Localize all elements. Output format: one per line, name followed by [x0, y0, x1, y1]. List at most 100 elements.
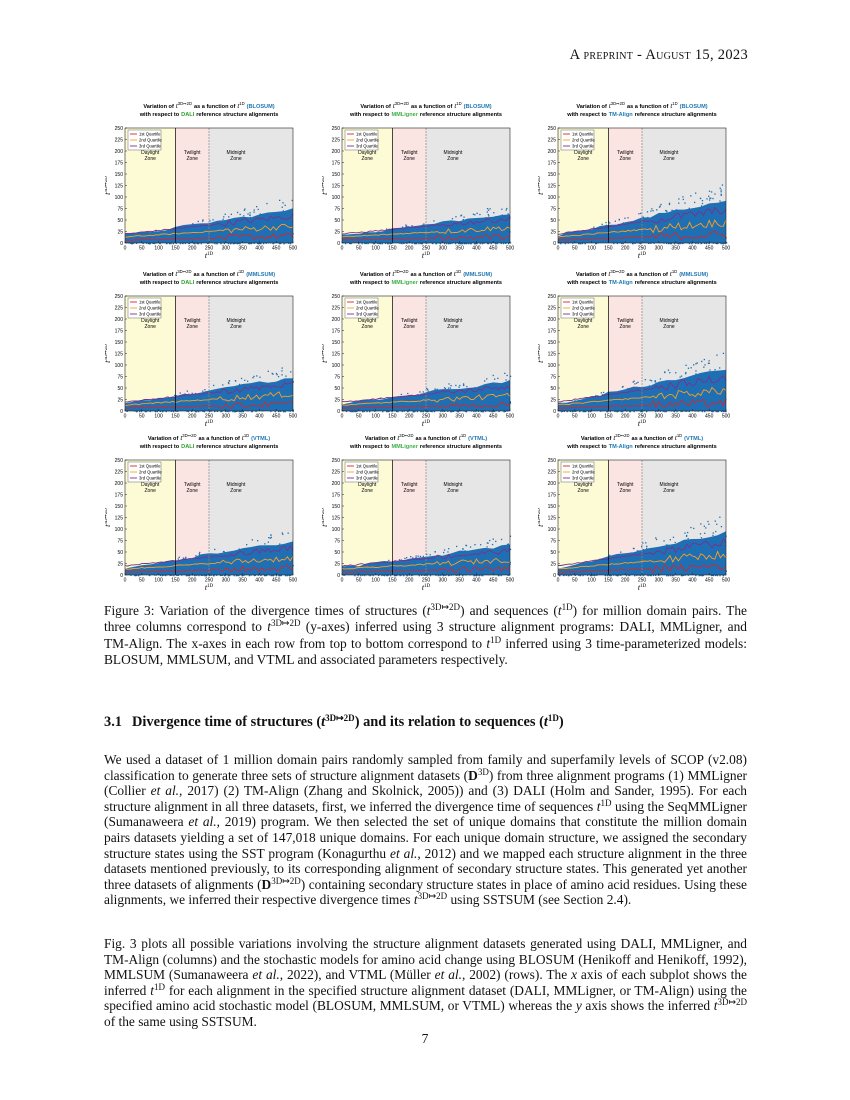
point-cluster: [685, 535, 688, 537]
x-tick-label: 200: [405, 246, 414, 252]
x-tick-label: 500: [506, 578, 515, 584]
subplot-title: Variation of t3D↦2Das a function of t1D(MM…: [576, 269, 708, 278]
y-tick-label: 75: [334, 374, 340, 380]
point-cluster: [142, 242, 144, 245]
point-cluster: [667, 369, 670, 371]
y-tick-label: 250: [115, 126, 124, 132]
x-axis-label: t1D: [638, 419, 647, 428]
program-name: TM-Align: [609, 280, 634, 286]
x-tick-label: 350: [238, 414, 247, 420]
point-cluster: [491, 543, 494, 546]
math-var: t: [180, 434, 183, 442]
math-var: D: [468, 767, 478, 783]
point-cluster: [272, 373, 274, 375]
legend-label: 1st Quartile: [572, 300, 594, 305]
zone-label: Zone: [577, 324, 589, 330]
math: t1D: [543, 713, 559, 731]
title-text: with respect to: [139, 444, 180, 450]
title-text: reference structure alignments: [635, 112, 717, 118]
legend-label: 2nd Quartile: [139, 306, 162, 311]
y-tick-label: 125: [115, 515, 124, 521]
x-tick-label: 50: [572, 414, 578, 420]
italic-text: et al.: [188, 814, 217, 830]
y-tick-label: 250: [115, 294, 124, 300]
point-cluster: [649, 574, 651, 577]
subplot-subtitle: with respect to DALI reference structure a…: [139, 112, 279, 118]
paragraph: We used a dataset of 1 million domain pa…: [104, 752, 747, 908]
point-cluster: [486, 546, 488, 548]
y-tick-label: 50: [550, 218, 556, 224]
point-cluster: [493, 212, 495, 214]
y-tick-label: 175: [332, 160, 341, 166]
point-cluster: [443, 549, 446, 551]
point-cluster: [227, 243, 229, 245]
superscript: 1D: [547, 713, 559, 723]
x-tick-label: 350: [455, 578, 464, 584]
point-cluster: [710, 574, 713, 577]
title-text: with respect to: [139, 280, 180, 286]
point-cluster: [496, 243, 498, 245]
subplot: Variation of t3D↦2Das a function of t1D(VT…: [322, 433, 515, 592]
point-cluster: [444, 410, 446, 412]
zone-band: [392, 128, 426, 243]
point-cluster: [182, 242, 184, 245]
point-cluster: [616, 242, 618, 245]
point-cluster: [422, 411, 424, 413]
point-cluster: [161, 411, 164, 413]
point-cluster: [721, 184, 724, 186]
superscript: 1D: [244, 433, 249, 438]
point-cluster: [147, 242, 150, 245]
point-cluster: [203, 411, 206, 413]
point-cluster: [492, 410, 494, 413]
point-cluster: [447, 574, 450, 577]
legend-label: 2nd Quartile: [572, 138, 595, 143]
point-cluster: [638, 213, 640, 215]
x-tick-label: 500: [289, 414, 298, 420]
point-cluster: [238, 548, 240, 550]
point-cluster: [350, 243, 352, 245]
point-cluster: [405, 224, 407, 226]
math-var: t: [543, 714, 548, 730]
text: Fig. 3 plots all possible variations inv…: [104, 936, 747, 983]
point-cluster: [414, 410, 416, 413]
point-cluster: [583, 410, 586, 413]
point-cluster: [281, 374, 283, 376]
point-cluster: [423, 574, 425, 576]
point-cluster: [714, 520, 716, 522]
point-cluster: [716, 354, 718, 356]
model-name: (BLOSUM): [680, 104, 708, 110]
point-cluster: [401, 243, 403, 245]
point-cluster: [489, 208, 491, 210]
x-tick-label: 200: [405, 414, 414, 420]
point-cluster: [680, 410, 682, 413]
point-cluster: [670, 243, 672, 245]
zone-label: Twilight: [401, 482, 418, 488]
superscript: 1D: [677, 433, 682, 438]
point-cluster: [172, 243, 174, 245]
point-cluster: [709, 199, 711, 201]
superscript: 1D: [561, 602, 573, 612]
y-tick-label: 150: [332, 340, 341, 346]
y-tick-label: 50: [334, 386, 340, 392]
point-cluster: [420, 411, 422, 413]
point-cluster: [584, 242, 586, 245]
point-cluster: [264, 543, 266, 545]
point-cluster: [280, 574, 282, 577]
y-tick-label: 100: [332, 527, 341, 533]
point-cluster: [667, 243, 670, 245]
y-tick-label: 225: [115, 469, 124, 475]
point-cluster: [666, 211, 668, 213]
y-tick-label: 75: [334, 538, 340, 544]
point-cluster: [456, 545, 458, 548]
title-text: reference structure alignments: [196, 112, 278, 118]
zone-label: Zone: [361, 488, 373, 494]
point-cluster: [696, 362, 698, 364]
point-cluster: [491, 411, 493, 413]
point-cluster: [559, 575, 561, 577]
point-cluster: [621, 242, 623, 245]
x-tick-label: 50: [356, 246, 362, 252]
point-cluster: [712, 532, 714, 534]
x-tick-label: 0: [124, 246, 127, 252]
zone-label: Twilight: [401, 150, 418, 156]
point-cluster: [429, 575, 432, 577]
